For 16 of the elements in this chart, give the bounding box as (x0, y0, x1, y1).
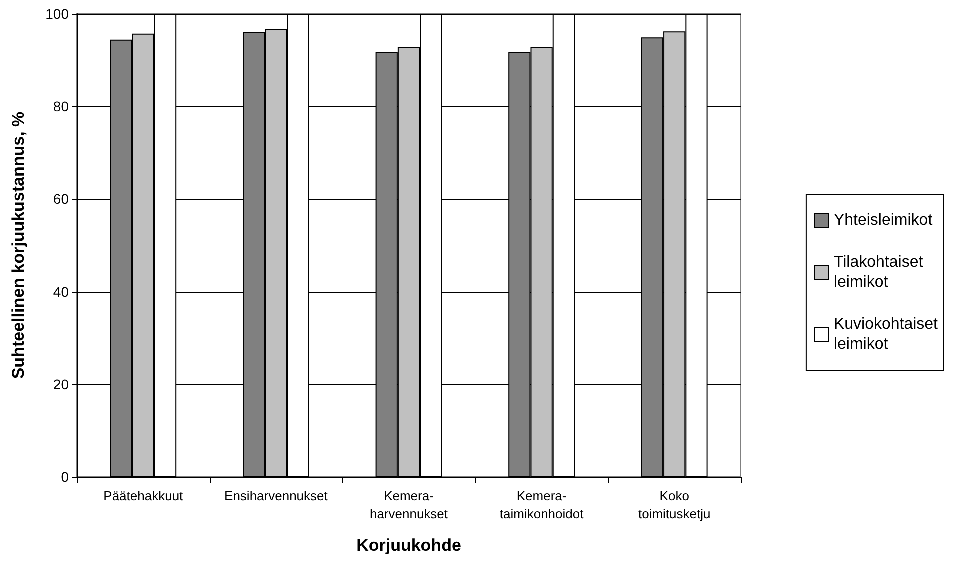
y-tick-label: 0 (61, 469, 70, 485)
y-tick-label: 60 (53, 191, 70, 208)
x-tick-label: Ensiharvennukset (224, 488, 328, 504)
y-tick-label: 80 (53, 98, 70, 115)
x-tick-label: Kemera- harvennukset (370, 488, 448, 522)
y-axis-title: Suhteellinen korjuukustannus, % (9, 112, 28, 380)
x-tick-label: Kemera- taimikonhoidot (500, 488, 584, 522)
legend-label: Tilakohtaiset leimikot (834, 254, 924, 291)
legend-label: Yhteisleimikot (834, 212, 934, 229)
y-tick-label: 20 (53, 376, 70, 392)
y-tick-label: 100 (46, 6, 70, 22)
y-tick-label: 40 (53, 284, 70, 300)
x-tick-label: Koko toimitusketju (638, 488, 711, 522)
x-tick-label: Päätehakkuut (104, 488, 184, 504)
x-axis-title: Korjuukohde (356, 536, 462, 555)
legend-label: Kuviokohtaiset leimikot (834, 316, 939, 353)
